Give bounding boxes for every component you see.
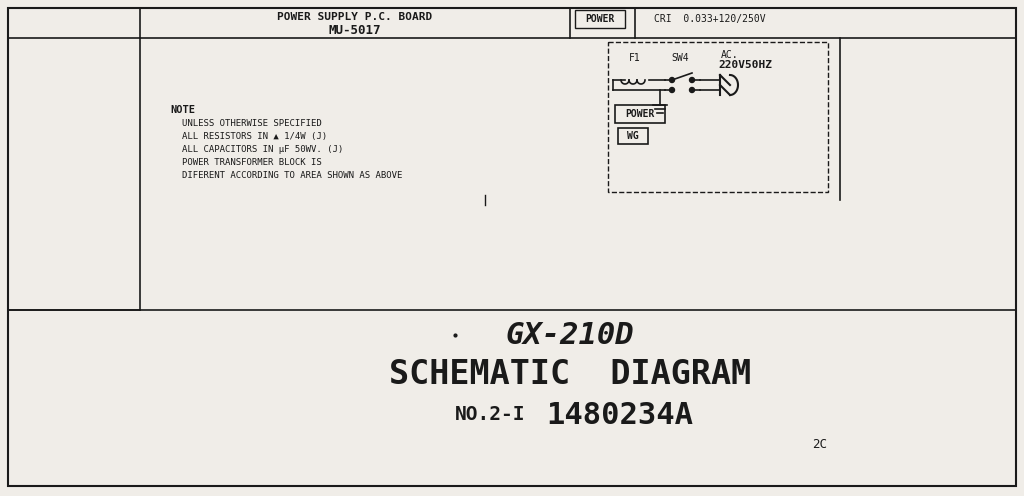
Text: 220V50HZ: 220V50HZ — [718, 60, 772, 70]
Text: F1: F1 — [629, 53, 641, 63]
Text: DIFERENT ACCORDING TO AREA SHOWN AS ABOVE: DIFERENT ACCORDING TO AREA SHOWN AS ABOV… — [182, 171, 402, 180]
Text: NOTE: NOTE — [170, 105, 195, 115]
Text: POWER TRANSFORMER BLOCK IS: POWER TRANSFORMER BLOCK IS — [182, 158, 322, 167]
Circle shape — [689, 87, 694, 92]
Text: ALL CAPACITORS IN μF 50WV. (J): ALL CAPACITORS IN μF 50WV. (J) — [182, 145, 343, 154]
Bar — [615, 105, 665, 123]
Text: ALL RESISTORS IN ▲ 1/4W (J): ALL RESISTORS IN ▲ 1/4W (J) — [182, 132, 327, 141]
Circle shape — [689, 77, 694, 82]
Text: POWER: POWER — [586, 14, 614, 24]
Text: MU-5017: MU-5017 — [329, 23, 381, 37]
Text: NO.2-I: NO.2-I — [455, 406, 525, 425]
Text: UNLESS OTHERWISE SPECIFIED: UNLESS OTHERWISE SPECIFIED — [182, 119, 322, 128]
Text: SCHEMATIC  DIAGRAM: SCHEMATIC DIAGRAM — [389, 359, 752, 391]
Circle shape — [670, 87, 675, 92]
Bar — [608, 42, 828, 192]
Text: SW4: SW4 — [671, 53, 689, 63]
Text: 1480234A: 1480234A — [547, 400, 693, 430]
Text: POWER SUPPLY P.C. BOARD: POWER SUPPLY P.C. BOARD — [278, 12, 432, 22]
Text: GX-210D: GX-210D — [506, 320, 634, 350]
Text: CRI  0.033+120/250V: CRI 0.033+120/250V — [654, 14, 766, 24]
Bar — [575, 10, 625, 28]
Text: 2C: 2C — [812, 438, 827, 451]
Text: WG: WG — [627, 131, 639, 141]
Text: AC.: AC. — [721, 50, 738, 60]
Text: POWER: POWER — [626, 109, 654, 119]
Circle shape — [670, 77, 675, 82]
Bar — [618, 128, 648, 144]
